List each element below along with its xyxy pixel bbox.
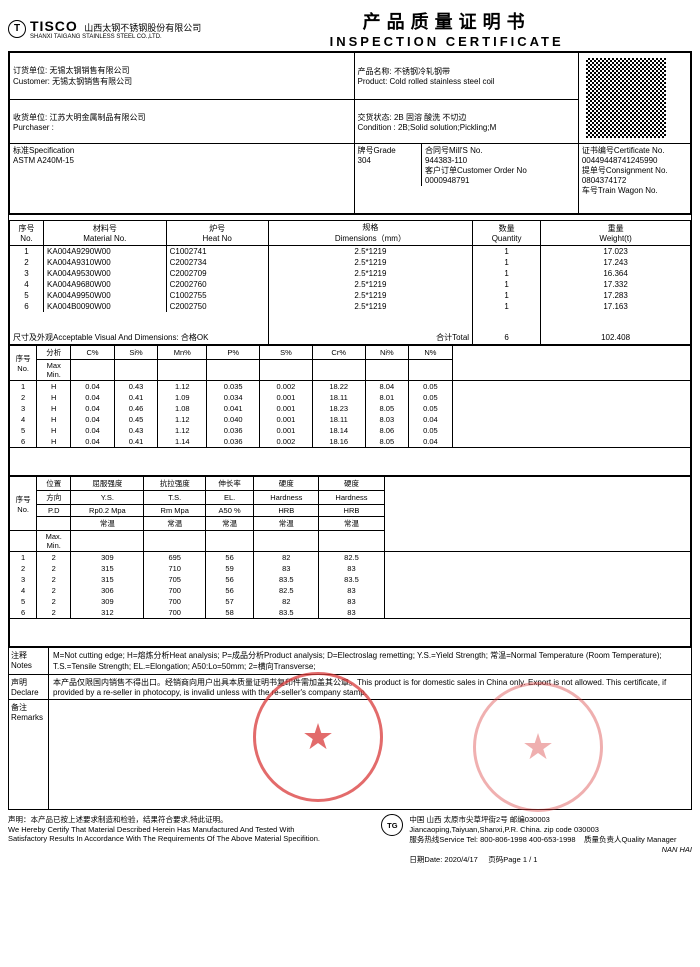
- table-row: 2KA004A9310W00C20027342.5*1219117.243: [10, 257, 691, 268]
- consign-label: 提单号Consignment No.: [582, 165, 687, 176]
- table-row: 6H0.040.411.140.0360.00218.168.050.04: [10, 436, 691, 448]
- custorder-label: 客户订单Customer Order No: [425, 165, 575, 176]
- customer-label: 订货单位: 无锡太钢销售有限公司: [13, 65, 351, 76]
- purchaser-label: 收货单位: 江苏大明金属制品有限公司: [13, 112, 351, 123]
- footer-tel: 服务热线Service Tel: 800-806-1998 400-653-19…: [409, 835, 575, 844]
- product-en: Product: Cold rolled stainless steel coi…: [358, 77, 575, 86]
- mills-value: 944383-110: [425, 156, 575, 165]
- table-row: 323157055683.583.5: [10, 574, 691, 585]
- red-stamp-icon: ★: [473, 682, 603, 812]
- table-row: 423067005682.583: [10, 585, 691, 596]
- condition-en: Condition : 2B;Solid solution;Pickling;M: [358, 123, 575, 132]
- accept-label: 尺寸及外观Acceptable Visual And Dimensions: 合…: [10, 312, 269, 345]
- cert-value: 00449448741245990: [582, 156, 687, 165]
- table-row: 3H0.040.461.080.0410.00118.238.050.05: [10, 403, 691, 414]
- table-row: 4H0.040.451.120.0400.00118.118.030.04: [10, 414, 691, 425]
- footer-addr-cn: 中国 山西 太原市尖草坪街2号 邮编030003: [409, 814, 692, 825]
- tisco-logo-icon: T: [8, 20, 26, 38]
- signature: NAN HAI: [662, 845, 692, 854]
- table-row: 3KA004A9530W00C20027092.5*1219116.364: [10, 268, 691, 279]
- product-label: 产品名称: 不锈钢冷轧钢带: [358, 66, 575, 77]
- table-row: 22315710598383: [10, 563, 691, 574]
- spec-value: ASTM A240M-15: [13, 156, 351, 165]
- table-row: 52309700578283: [10, 596, 691, 607]
- spec-label: 标准Specification: [13, 145, 351, 156]
- footer-cert-cn: 声明：本产品已按上述要求制造和检验，结果符合要求,特此证明。: [8, 814, 375, 825]
- star-icon: ★: [302, 716, 334, 758]
- company-name-cn: 山西太钢不锈钢股份有限公司: [84, 23, 201, 33]
- info-table: 订货单位: 无锡太钢销售有限公司 Customer: 无锡太钢销售有限公司 产品…: [9, 52, 691, 214]
- table-row: 623127005883.583: [10, 607, 691, 619]
- footer-addr-en: Jiancaoping,Taiyuan,Shanxi,P.R. China. z…: [409, 825, 692, 834]
- table-row: 12309695568282.5: [10, 552, 691, 564]
- chemistry-table: 序号No. 分析 C%Si%Mn%P% S%Cr%Ni%N% MaxMin. 1…: [9, 345, 691, 476]
- condition-label: 交货状态: 2B 固溶 酸洗 不切边: [358, 112, 575, 123]
- red-stamp-icon: ★: [253, 672, 383, 802]
- mills-label: 合同号Mill'S No.: [425, 145, 575, 156]
- footer-cert-en1: We Hereby Certify That Material Describe…: [8, 825, 375, 834]
- total-qty: 6: [473, 312, 541, 345]
- materials-table: 序号No. 材料号Material No. 炉号Heat No 规格Dimens…: [9, 220, 691, 345]
- star-icon: ★: [522, 726, 554, 768]
- brand-name: TISCO: [30, 18, 78, 34]
- company-name-en: SHANXI TAIGANG STAINLESS STEEL CO.,LTD.: [30, 34, 201, 40]
- customer-en: Customer: 无锡太钢销售有限公司: [13, 76, 351, 87]
- table-row: 4KA004A9680W00C20027602.5*1219117.332: [10, 279, 691, 290]
- declare-text: 本产品仅限国内销售不得出口。经销商向用户出具本质量证明书复印件需加盖其公章。Th…: [49, 675, 691, 699]
- total-label: 合计Total: [268, 312, 472, 345]
- total-wt: 102.408: [541, 312, 691, 345]
- footer-quality: 质量负责人Quality Manager: [584, 835, 677, 844]
- table-row: 1KA004A9290W00C10027412.5*1219117.023: [10, 246, 691, 258]
- wagon-label: 车号Train Wagon No.: [582, 185, 687, 196]
- page-value: 1 / 1: [523, 855, 538, 864]
- notes-text: M=Not cutting edge; H=熔炼分析Heat analysis;…: [49, 648, 691, 674]
- doc-title-cn: 产品质量证明书: [201, 8, 692, 34]
- purchaser-en: Purchaser :: [13, 123, 351, 132]
- date-value: 2020/4/17: [444, 855, 477, 864]
- grade-value: 304: [358, 156, 418, 165]
- table-row: 5KA004A9950W00C10027552.5*1219117.283: [10, 290, 691, 301]
- table-row: 5H0.040.431.120.0360.00118.148.060.05: [10, 425, 691, 436]
- date-label: 日期Date:: [409, 855, 442, 864]
- table-row: 6KA004B0090W00C20027502.5*1219117.163: [10, 301, 691, 312]
- qr-code-icon: [586, 58, 666, 138]
- certificate-body: 订货单位: 无锡太钢销售有限公司 Customer: 无锡太钢销售有限公司 产品…: [8, 51, 692, 810]
- table-row: 1H0.040.431.120.0350.00218.228.040.05: [10, 381, 691, 393]
- footer: 声明：本产品已按上述要求制造和检验，结果符合要求,特此证明。 We Hereby…: [8, 814, 692, 865]
- cert-label: 证书编号Certificate No.: [582, 145, 687, 156]
- tg-logo-icon: TG: [381, 814, 403, 836]
- footer-cert-en2: Satisfactory Results In Accordance With …: [8, 834, 375, 843]
- notes-row: 注释Notes M=Not cutting edge; H=熔炼分析Heat a…: [9, 647, 691, 674]
- table-row: 2H0.040.411.090.0340.00118.118.010.05: [10, 392, 691, 403]
- page-label: 页码Page: [488, 855, 521, 864]
- document-header: T TISCO 山西太钢不锈钢股份有限公司 SHANXI TAIGANG STA…: [8, 8, 692, 49]
- custorder-value: 0000948791: [425, 176, 575, 185]
- mechanical-table: 序号No. 位置 屈服强度抗拉强度伸长率 硬度硬度 方向 Y.S.T.S.EL.…: [9, 476, 691, 647]
- grade-label: 牌号Grade: [358, 145, 418, 156]
- doc-title-en: INSPECTION CERTIFICATE: [201, 34, 692, 49]
- consign-value: 0804374172: [582, 176, 687, 185]
- remarks-row: 备注Remarks ★ ★: [9, 699, 691, 809]
